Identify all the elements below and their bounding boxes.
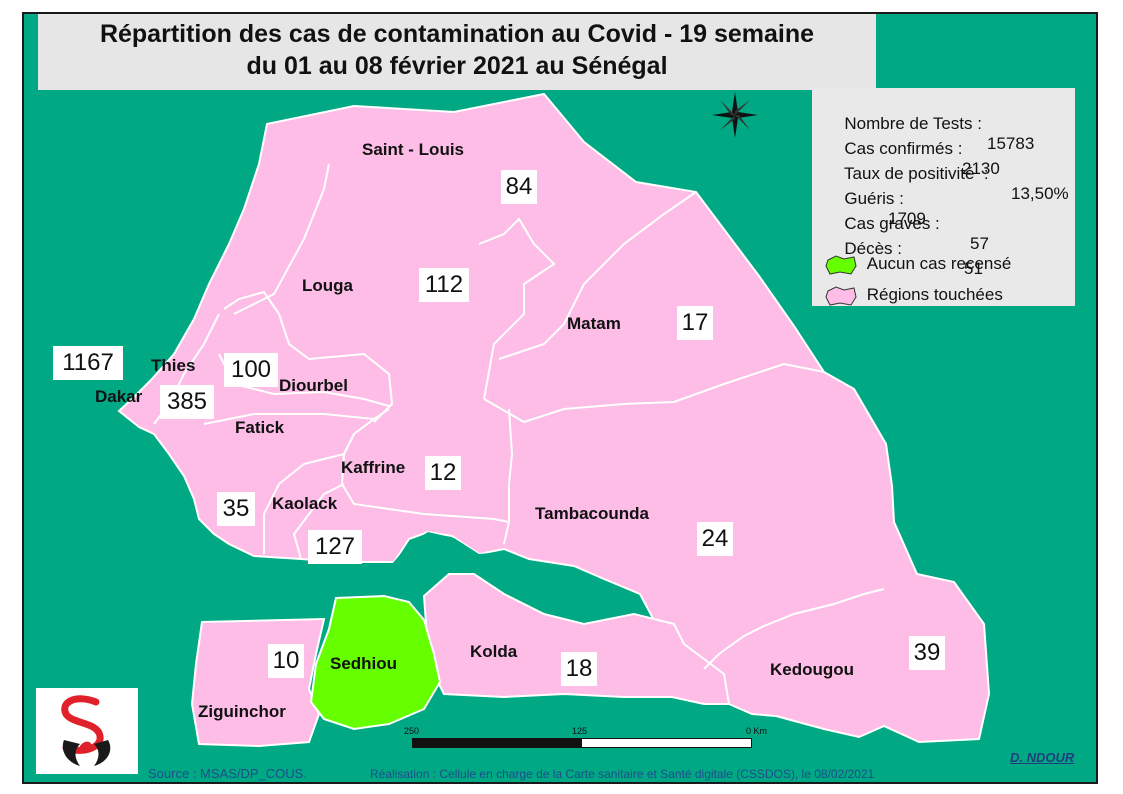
label-dakar: Dakar xyxy=(95,387,143,406)
legend-touched-label: Régions touchées xyxy=(866,285,1003,305)
stats-panel: Nombre de Tests : 15783 Cas confirmés : … xyxy=(812,88,1075,306)
stat-tests: Nombre de Tests : 15783 xyxy=(816,94,1034,174)
legend-none-label: Aucun cas recensé xyxy=(866,254,1012,274)
stat-confirmed-label: Cas confirmés : xyxy=(844,139,963,158)
gambia xyxy=(209,532,639,606)
scale-label-0: 0 Km xyxy=(746,726,768,736)
stat-tests-value: 15783 xyxy=(987,134,1035,153)
count-diourbel: 100 xyxy=(224,353,278,387)
compass-rose-icon xyxy=(712,92,758,138)
count-kedougou: 39 xyxy=(909,636,945,670)
stat-recovered-value: 1709 xyxy=(888,209,926,228)
label-matam: Matam xyxy=(567,314,621,333)
count-dakar: 1167 xyxy=(53,346,123,380)
stat-deaths-label: Décès : xyxy=(844,239,902,258)
label-diourbel: Diourbel xyxy=(279,376,348,395)
map-author: D. NDOUR xyxy=(1010,750,1075,765)
map-frame: Répartition des cas de contamination au … xyxy=(22,12,1098,784)
stat-confirmed: Cas confirmés : 2130 xyxy=(816,119,999,199)
stat-recovered-label: Guéris : xyxy=(844,189,904,208)
scale-label-125: 125 xyxy=(572,726,588,736)
stat-severe: Cas graves : 57 xyxy=(816,194,989,274)
region-area-south xyxy=(422,573,731,705)
label-louga: Louga xyxy=(302,276,353,295)
label-ziguinchor: Ziguinchor xyxy=(198,702,286,721)
label-thies: Thies xyxy=(151,356,196,375)
count-tambacounda: 24 xyxy=(697,522,733,556)
stat-positivity-label: Taux de positivité : xyxy=(844,164,989,183)
stat-positivity: Taux de positivité : 13,50% xyxy=(816,144,1069,224)
count-kaolack: 127 xyxy=(308,530,362,564)
count-louga: 112 xyxy=(419,268,469,302)
label-tambacounda: Tambacounda xyxy=(535,504,649,523)
count-ziguinchor: 10 xyxy=(268,644,304,678)
legend-touched: Régions touchées xyxy=(824,285,1003,307)
label-sedhiou: Sedhiou xyxy=(330,654,398,673)
region-area-ziguinchor xyxy=(190,617,326,748)
count-saint-louis: 84 xyxy=(501,170,537,204)
label-fatick: Fatick xyxy=(235,418,285,437)
label-kaffrine: Kaffrine xyxy=(341,458,406,477)
map-credit: Réalisation : Cellule en charge de la Ca… xyxy=(370,767,875,781)
legend-none-swatch-icon xyxy=(825,255,857,275)
region-borders xyxy=(153,163,885,670)
title-line-2: du 01 au 08 février 2021 au Sénégal xyxy=(246,52,668,80)
label-kolda: Kolda xyxy=(470,642,518,661)
map-source: Source : MSAS/DP_COUS. xyxy=(148,766,307,781)
stat-positivity-value: 13,50% xyxy=(1011,184,1069,203)
ministry-logo xyxy=(36,688,138,774)
count-matam: 17 xyxy=(677,306,713,340)
stat-severe-value: 57 xyxy=(970,234,989,253)
stat-deaths: Décès : 51 xyxy=(816,219,983,299)
legend-none: Aucun cas recensé xyxy=(824,254,1011,276)
scale-label-250: 250 xyxy=(404,726,420,736)
stat-severe-label: Cas graves : xyxy=(844,214,940,233)
region-area-north xyxy=(117,92,991,744)
scale-bar xyxy=(412,738,752,748)
legend-touched-swatch-icon xyxy=(825,286,857,306)
stat-recovered: Guéris : 1709 xyxy=(816,169,925,249)
stat-tests-label: Nombre de Tests : xyxy=(844,114,982,133)
title-line-1: Répartition des cas de contamination au … xyxy=(99,20,815,48)
stat-confirmed-value: 2130 xyxy=(962,159,1000,178)
scale-bar-segment-1 xyxy=(413,739,582,747)
map-title: Répartition des cas de contamination au … xyxy=(38,14,876,90)
stat-deaths-value: 51 xyxy=(964,259,983,278)
ministry-logo-icon xyxy=(61,695,111,766)
count-fatick: 35 xyxy=(217,492,255,526)
count-kolda: 18 xyxy=(561,652,597,686)
label-kedougou: Kedougou xyxy=(770,660,855,679)
region-sedhiou xyxy=(309,594,442,731)
label-kaolack: Kaolack xyxy=(272,494,338,513)
label-saint-louis: Saint - Louis xyxy=(362,140,464,159)
count-thies: 385 xyxy=(160,385,214,419)
count-kaffrine: 12 xyxy=(425,456,461,490)
